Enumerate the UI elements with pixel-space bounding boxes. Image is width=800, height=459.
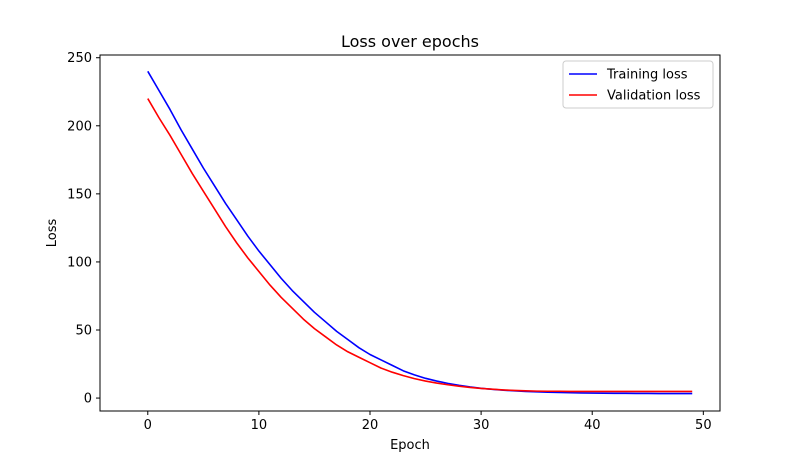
legend-label: Training loss bbox=[606, 68, 688, 83]
series-line-validation-loss bbox=[147, 98, 693, 393]
ticks: 0 10 20 30 40 50 0 50 100 150 200 250 bbox=[67, 51, 711, 433]
x-tick-label: 10 bbox=[251, 418, 268, 433]
y-tick-label: 50 bbox=[75, 323, 92, 338]
legend: Training loss Validation loss bbox=[562, 60, 714, 109]
x-tick-label: 50 bbox=[695, 418, 712, 433]
legend-label: Validation loss bbox=[607, 89, 701, 104]
y-tick-label: 0 bbox=[84, 392, 92, 407]
x-tick-label: 30 bbox=[473, 418, 490, 433]
series-line-training-loss bbox=[147, 70, 693, 395]
chart-title: Loss over epochs bbox=[341, 32, 479, 51]
x-tick-label: 40 bbox=[584, 418, 601, 433]
plot-frame bbox=[99, 54, 721, 412]
y-tick-label: 250 bbox=[67, 51, 92, 66]
series-lines bbox=[147, 70, 693, 395]
y-tick-label: 150 bbox=[67, 187, 92, 202]
axes bbox=[99, 54, 721, 412]
y-tick-label: 100 bbox=[67, 255, 92, 270]
y-tick-label: 200 bbox=[67, 119, 92, 134]
x-tick-label: 20 bbox=[362, 418, 379, 433]
legend-box bbox=[562, 60, 714, 109]
y-axis-label: Loss bbox=[45, 219, 60, 248]
x-tick-label: 0 bbox=[144, 418, 152, 433]
x-axis-label: Epoch bbox=[390, 438, 430, 453]
